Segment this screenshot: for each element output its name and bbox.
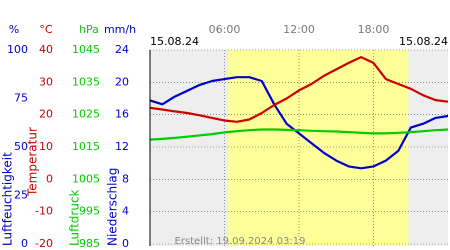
y-tick-label: 1035	[72, 75, 100, 88]
y-tick-label: -20	[35, 237, 53, 250]
series-line	[149, 76, 449, 170]
y-tick-label: 995	[79, 205, 100, 218]
axis-unit: hPa	[79, 23, 99, 36]
date-left: 15.08.24	[150, 35, 199, 48]
date-right: 15.08.24	[399, 35, 448, 48]
footer: Erstellt: 19.09.2024 03:19	[175, 236, 306, 247]
y-tick-label: 12	[115, 140, 129, 153]
y-tick-label: 0	[21, 237, 28, 250]
axis-unit: mm/h	[104, 23, 136, 36]
series-line	[149, 128, 449, 141]
y-tick-label: 1025	[72, 108, 100, 121]
y-tick-label: 4	[122, 205, 129, 218]
axis-title: Niederschlag	[106, 168, 120, 246]
x-tick-label: 06:00	[209, 23, 241, 36]
y-tick-label: 0	[122, 237, 129, 250]
y-tick-label: 30	[39, 75, 53, 88]
y-tick-label: 20	[115, 75, 129, 88]
y-tick-label: 24	[115, 43, 129, 56]
y-tick-label: 20	[39, 108, 53, 121]
y-tick-label: 8	[122, 172, 129, 185]
y-tick-label: 0	[46, 172, 53, 185]
y-tick-label: 75	[14, 92, 28, 105]
y-tick-label: 25	[14, 189, 28, 202]
axis-title: Luftdruck	[68, 189, 82, 246]
axis-title: Temperatur	[26, 127, 40, 197]
y-tick-label: 1015	[72, 140, 100, 153]
y-tick-label: -10	[35, 205, 53, 218]
y-tick-label: 1005	[72, 172, 100, 185]
axis-unit: %	[9, 23, 19, 36]
x-tick-label: 12:00	[283, 23, 315, 36]
y-tick-label: 1045	[72, 43, 100, 56]
axis-title: Luftfeuchtigkeit	[1, 152, 15, 246]
y-tick-label: 10	[39, 140, 53, 153]
y-tick-label: 50	[14, 140, 28, 153]
series-line	[149, 56, 449, 123]
axis-unit: °C	[39, 23, 53, 36]
y-tick-label: 16	[115, 108, 129, 121]
y-tick-label: 985	[79, 237, 100, 250]
x-tick-label: 18:00	[358, 23, 390, 36]
y-tick-label: 40	[39, 43, 53, 56]
y-tick-label: 100	[7, 43, 28, 56]
